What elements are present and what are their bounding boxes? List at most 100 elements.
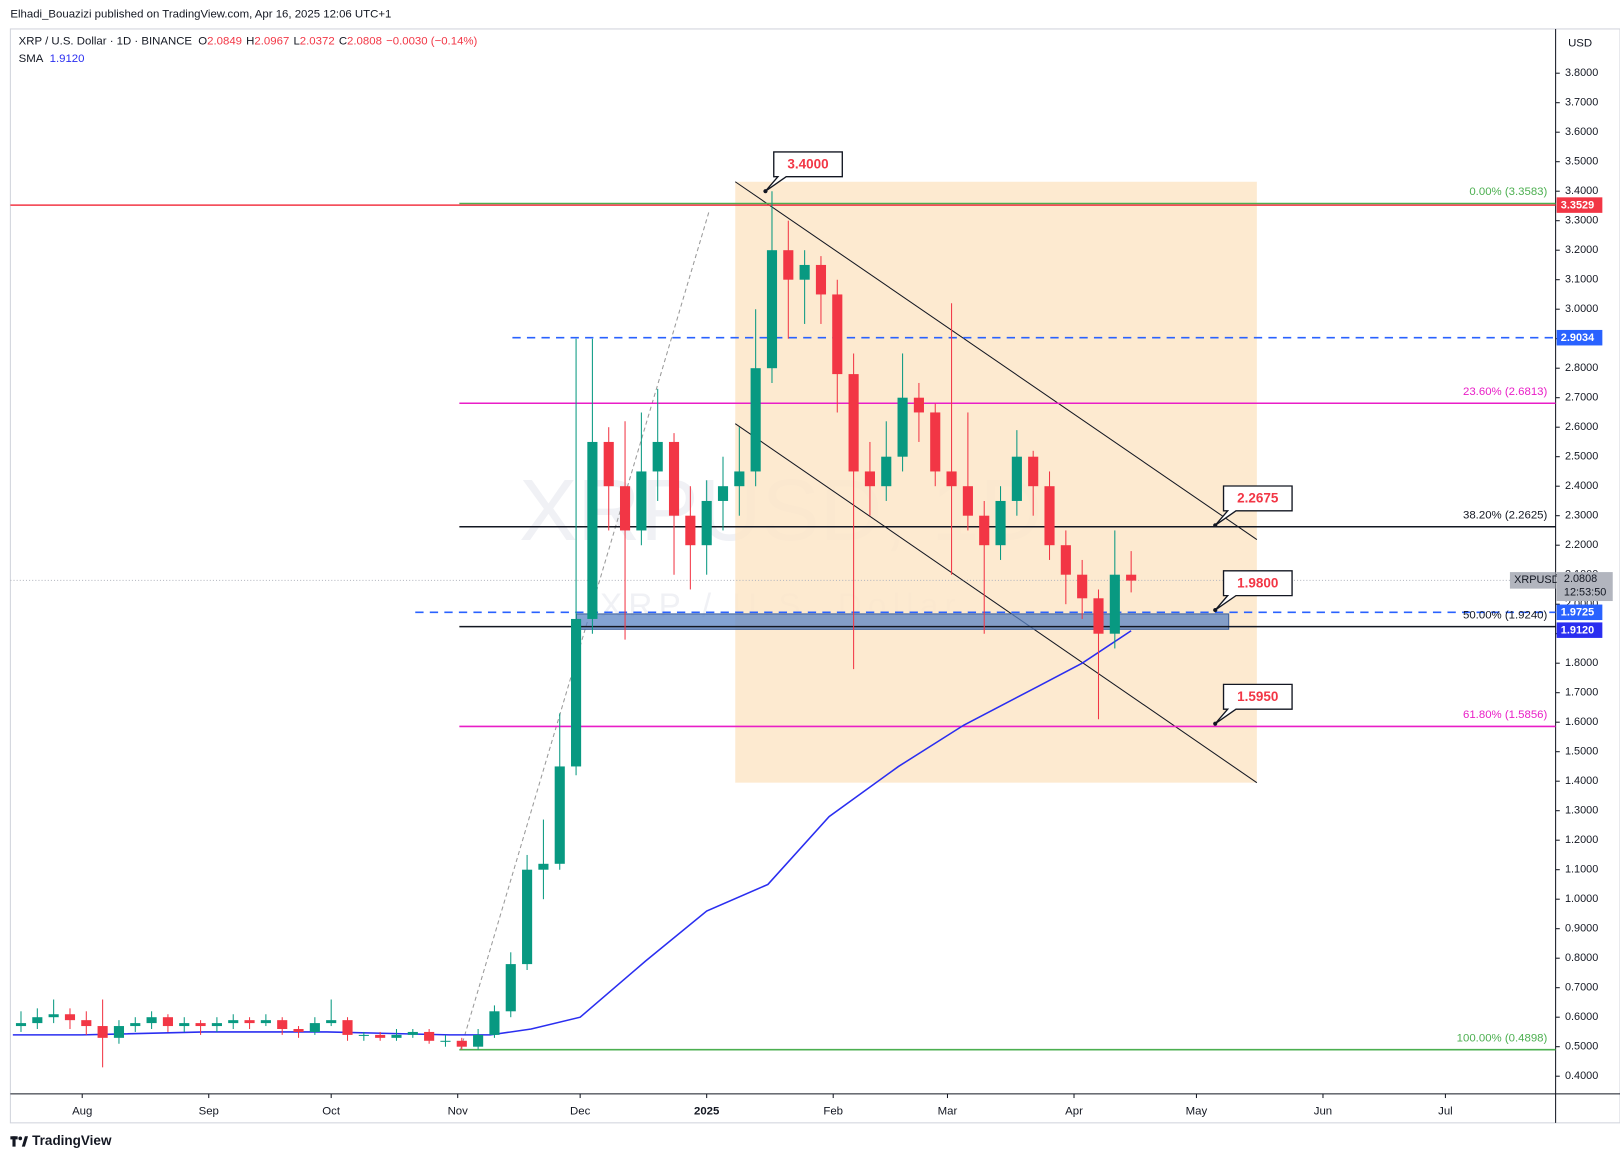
candle-body bbox=[554, 766, 565, 864]
candle-body bbox=[130, 1023, 141, 1027]
x-tick-label: Feb bbox=[823, 1106, 843, 1118]
price-tag-label: 1.9725 bbox=[1561, 607, 1594, 619]
callout-label: 1.9800 bbox=[1237, 575, 1278, 590]
last-price-tag bbox=[1556, 572, 1613, 602]
ohlc-key: O bbox=[198, 35, 207, 47]
candle-body bbox=[424, 1031, 435, 1041]
fib-label: 100.00% (0.4898) bbox=[1457, 1032, 1548, 1044]
ohlc-value: 2.0967 bbox=[254, 35, 289, 47]
candle-body bbox=[32, 1017, 43, 1024]
candle-body bbox=[407, 1031, 418, 1035]
candle-body bbox=[15, 1023, 27, 1027]
candle-body bbox=[375, 1034, 386, 1038]
y-tick-label: 2.4000 bbox=[1565, 480, 1598, 492]
logo-slash bbox=[21, 1136, 29, 1147]
x-tick-label: Oct bbox=[322, 1106, 341, 1118]
candle-body bbox=[97, 1026, 108, 1038]
candle-body bbox=[571, 618, 582, 767]
candle-body bbox=[881, 456, 892, 487]
y-tick-label: 3.1000 bbox=[1565, 274, 1598, 286]
price-tag-label: 1.9120 bbox=[1561, 625, 1594, 637]
x-tick-label: Aug bbox=[72, 1106, 92, 1118]
sma-value: 1.9120 bbox=[50, 53, 85, 65]
candle-body bbox=[1126, 574, 1137, 581]
candle-body bbox=[897, 397, 908, 457]
y-tick-label: 1.4000 bbox=[1565, 775, 1598, 787]
candle-body bbox=[979, 515, 990, 546]
y-tick-label: 1.8000 bbox=[1565, 657, 1598, 669]
candle-body bbox=[913, 397, 924, 413]
y-tick-label: 3.4000 bbox=[1565, 185, 1598, 197]
y-tick-label: 3.0000 bbox=[1565, 303, 1598, 315]
candle-body bbox=[766, 250, 778, 369]
candle-body bbox=[505, 964, 516, 1012]
ohlc-key: L bbox=[293, 35, 299, 47]
candle-body bbox=[81, 1020, 92, 1027]
x-tick-label: 2025 bbox=[694, 1106, 720, 1118]
candle-body bbox=[1077, 574, 1088, 599]
candle-body bbox=[473, 1034, 484, 1047]
y-tick-label: 2.6000 bbox=[1565, 421, 1598, 433]
x-tick-label: Sep bbox=[199, 1106, 219, 1118]
logo-stem bbox=[12, 1136, 16, 1147]
candle-body bbox=[228, 1020, 239, 1024]
channel-upper bbox=[734, 181, 1258, 541]
price-tag bbox=[1556, 622, 1603, 638]
candle-body bbox=[179, 1023, 190, 1027]
candle-body bbox=[587, 441, 598, 619]
change: −0.0030 (−0.14%) bbox=[386, 35, 477, 47]
x-tick-label: Jul bbox=[1438, 1106, 1453, 1118]
last-price-label: 2.0808 bbox=[1564, 573, 1597, 585]
candle-body bbox=[1028, 456, 1039, 487]
legend: XRP / U.S. Dollar · 1D · BINANCE O2.0849 H… bbox=[19, 35, 478, 47]
price-tag-label: 2.9034 bbox=[1561, 332, 1594, 344]
candle-body bbox=[685, 515, 696, 546]
price-tag bbox=[1556, 604, 1603, 621]
candle-body bbox=[293, 1028, 304, 1032]
price-tag-label: 3.3529 bbox=[1561, 199, 1594, 211]
x-tick-label: Jun bbox=[1314, 1106, 1332, 1118]
currency: USD bbox=[1568, 37, 1592, 49]
candle-body bbox=[1093, 598, 1104, 634]
candle-body bbox=[277, 1020, 288, 1029]
candle-body bbox=[668, 441, 680, 516]
candle-body bbox=[750, 368, 761, 472]
candle-body bbox=[1109, 574, 1120, 634]
ohlc-value: 2.0808 bbox=[347, 35, 382, 47]
y-tick-label: 2.8000 bbox=[1565, 362, 1598, 374]
candle-body bbox=[538, 863, 549, 870]
y-tick-label: 3.6000 bbox=[1565, 126, 1598, 138]
candle-body bbox=[717, 486, 729, 501]
candle-body bbox=[113, 1026, 125, 1038]
callout-label: 3.4000 bbox=[787, 156, 828, 171]
callout-label: 2.2675 bbox=[1237, 491, 1279, 506]
y-tick-label: 0.4000 bbox=[1565, 1070, 1598, 1082]
candle-body bbox=[995, 500, 1006, 546]
candle-body bbox=[326, 1020, 337, 1024]
symbol-tag bbox=[1509, 572, 1556, 589]
y-tick-label: 3.7000 bbox=[1565, 97, 1598, 109]
x-tick-label: Apr bbox=[1065, 1106, 1083, 1118]
ohlc-key: C bbox=[339, 35, 347, 47]
y-tick-label: 1.7000 bbox=[1565, 687, 1598, 699]
countdown-label: 12:53:50 bbox=[1564, 587, 1606, 599]
candle-body bbox=[1044, 486, 1055, 546]
candle-body bbox=[244, 1020, 255, 1024]
y-tick-label: 0.7000 bbox=[1565, 982, 1598, 994]
x-tick-label: Dec bbox=[570, 1106, 591, 1118]
candle-body bbox=[946, 471, 957, 487]
y-tick-label: 1.3000 bbox=[1565, 805, 1598, 817]
candle-body bbox=[211, 1023, 222, 1027]
y-tick-label: 2.2000 bbox=[1565, 539, 1598, 551]
candle-body bbox=[391, 1034, 402, 1038]
channel-fill bbox=[735, 181, 1257, 783]
callout-box bbox=[1214, 683, 1293, 725]
y-tick-label: 0.8000 bbox=[1565, 952, 1598, 964]
y-tick-label: 2.3000 bbox=[1565, 510, 1598, 522]
callout-box bbox=[1214, 485, 1293, 526]
y-tick-label: 1.6000 bbox=[1565, 716, 1598, 728]
channel-lower bbox=[734, 423, 1258, 784]
candle-body bbox=[864, 471, 875, 487]
candle-body bbox=[701, 500, 712, 546]
